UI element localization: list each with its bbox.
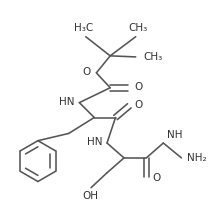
Text: O: O <box>82 67 91 77</box>
Text: O: O <box>135 100 143 110</box>
Text: O: O <box>134 82 143 92</box>
Text: O: O <box>153 173 161 183</box>
Text: NH₂: NH₂ <box>187 153 207 163</box>
Text: CH₃: CH₃ <box>128 23 147 33</box>
Text: CH₃: CH₃ <box>144 52 163 62</box>
Text: H₃C: H₃C <box>74 23 93 33</box>
Text: HN: HN <box>59 97 75 107</box>
Text: NH: NH <box>166 130 182 140</box>
Text: OH: OH <box>82 191 98 201</box>
Text: HN: HN <box>87 137 102 147</box>
